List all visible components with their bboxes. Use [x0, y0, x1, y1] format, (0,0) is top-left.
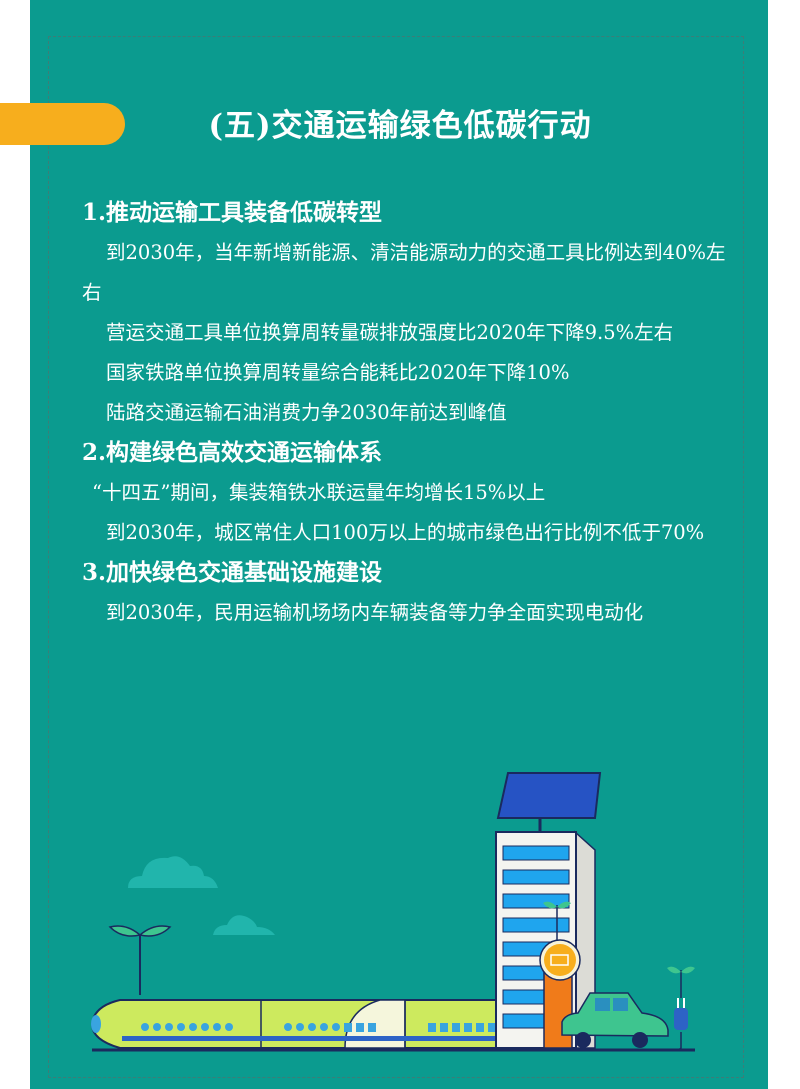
- cloud-icon: [128, 856, 218, 888]
- solar-panel-icon: [496, 772, 602, 832]
- content: 1.推动运输工具装备低碳转型 到2030年，当年新增新能源、清洁能源动力的交通工…: [82, 193, 742, 633]
- section-heading: 2.构建绿色高效交通运输体系: [82, 439, 383, 466]
- section-heading: 1.推动运输工具装备低碳转型: [82, 199, 383, 226]
- background-panel: [30, 0, 768, 1089]
- list-item: 到2030年，民用运输机场场内车辆装备等力争全面实现电动化: [106, 601, 644, 624]
- cloud-icon: [213, 915, 275, 935]
- section-heading: 3.加快绿色交通基础设施建设: [82, 559, 383, 586]
- list-item: 陆路交通运输石油消费力争2030年前达到峰值: [106, 401, 507, 424]
- list-item: 到2030年，当年新增新能源、清洁能源动力的交通工具比例达到40%左右: [82, 241, 726, 304]
- list-item: 营运交通工具单位换算周转量碳排放强度比2020年下降9.5%左右: [106, 321, 674, 344]
- sprout-icon: [108, 925, 172, 995]
- list-item: 国家铁路单位换算周转量综合能耗比2020年下降10%: [106, 361, 570, 384]
- plug-icon: [667, 966, 695, 1051]
- dashed-frame: [48, 36, 744, 1078]
- list-item: “十四五”期间，集装箱铁水联运量年均增长15%以上: [92, 481, 546, 504]
- transport-illustration: [90, 772, 695, 1052]
- train-icon: [90, 999, 501, 1049]
- electric-car-icon: [561, 992, 669, 1048]
- list-item: 到2030年，城区常住人口100万以上的城市绿色出行比例不低于70%: [106, 521, 705, 544]
- accent-tab: [0, 103, 125, 145]
- page-title: (五)交通运输绿色低碳行动: [208, 108, 592, 144]
